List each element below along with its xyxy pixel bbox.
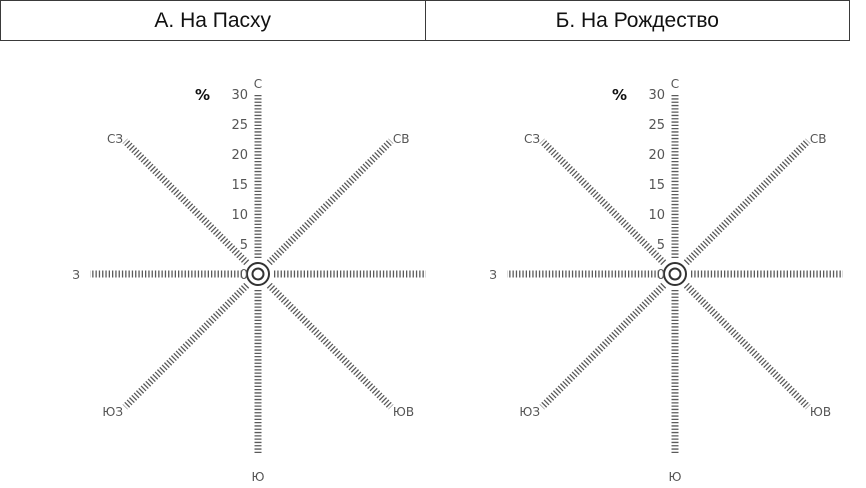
direction-label-s: Ю (252, 470, 265, 484)
tick-label: 0 (657, 268, 665, 283)
direction-label-ne: СВ (810, 132, 827, 146)
rose-easter: С СВ ЮВ Ю ЮЗ З СЗ 0 5 10 15 20 25 30% (72, 77, 426, 484)
direction-label-nw: СЗ (107, 132, 123, 146)
tick-label: 15 (648, 178, 665, 193)
tick-label: 30 (231, 88, 248, 103)
tick-label: 25 (648, 118, 665, 133)
header-right: Б. На Рождество (424, 1, 850, 40)
direction-label-sw: ЮЗ (102, 405, 123, 419)
direction-label-se: ЮВ (393, 405, 414, 419)
tick-label: 5 (240, 238, 248, 253)
direction-label-n: С (254, 77, 262, 91)
axis-arm-se (266, 282, 394, 410)
rose-christmas: С СВ ЮВ Ю ЮЗ З СЗ 0 5 10 15 20 25 30% (489, 77, 843, 484)
tick-label: 0 (240, 268, 248, 283)
unit-label: % (612, 86, 627, 104)
direction-label-se: ЮВ (810, 405, 831, 419)
tick-label: 10 (231, 208, 248, 223)
tick-label: 20 (648, 148, 665, 163)
center-ring-inner (251, 267, 265, 281)
tick-label: 25 (231, 118, 248, 133)
tick-label: 5 (657, 238, 665, 253)
axis-arm-sw (122, 282, 250, 410)
axis-arm-sw (539, 282, 667, 410)
header-left: А. На Пасху (154, 8, 272, 32)
tick-label: 30 (648, 88, 665, 103)
axis-arm-nw (539, 138, 667, 266)
header-table: А. На Пасху Б. На Рождество (0, 0, 850, 41)
tick-label: 20 (231, 148, 248, 163)
direction-label-sw: ЮЗ (519, 405, 540, 419)
axis-arm-ne (683, 138, 811, 266)
direction-label-w: З (489, 268, 497, 282)
direction-label-nw: СЗ (524, 132, 540, 146)
direction-label-s: Ю (669, 470, 682, 484)
direction-label-n: С (671, 77, 679, 91)
axis-arm-ne (266, 138, 394, 266)
tick-label: 15 (231, 178, 248, 193)
unit-label: % (195, 86, 210, 104)
tick-label: 10 (648, 208, 665, 223)
axis-arm-se (683, 282, 811, 410)
direction-label-w: З (72, 268, 80, 282)
direction-label-ne: СВ (393, 132, 410, 146)
axis-arm-nw (122, 138, 250, 266)
center-ring-inner (668, 267, 682, 281)
